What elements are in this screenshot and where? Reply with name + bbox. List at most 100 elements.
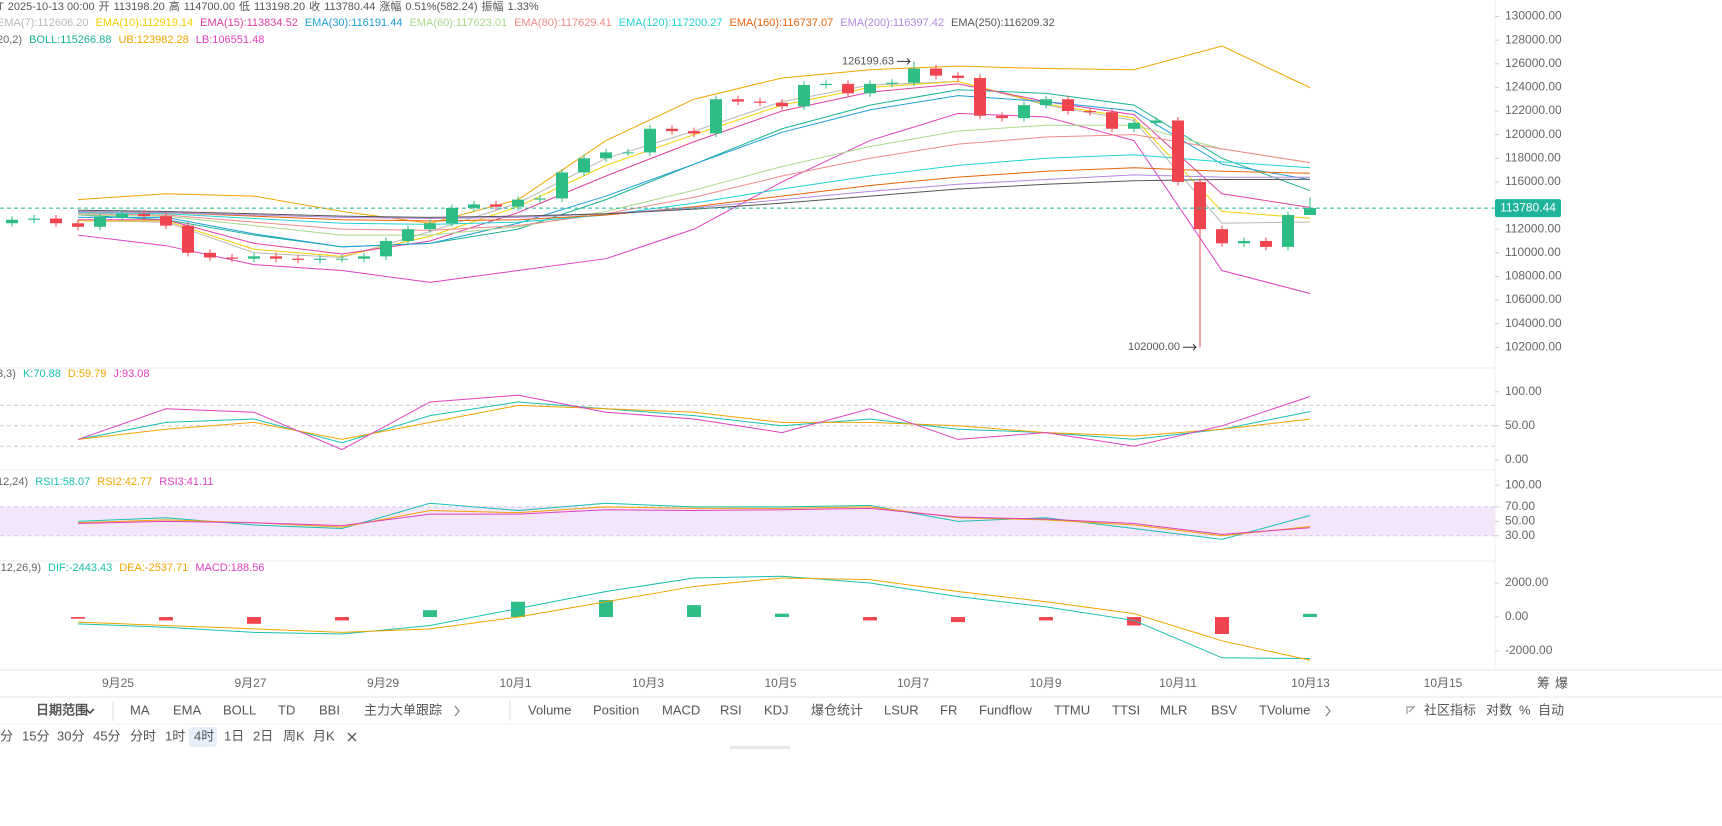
toolbar-item[interactable]: RSI (720, 702, 742, 717)
legend-entry: D:59.79 (68, 368, 107, 380)
side-button[interactable]: 筹 (1537, 675, 1550, 690)
toolbar-item[interactable]: TD (278, 702, 295, 717)
candle-body (1128, 122, 1140, 129)
header-field: 低 (239, 0, 250, 13)
y-tick-label: 112000.00 (1505, 221, 1561, 235)
toolbar-item[interactable]: % (1519, 702, 1531, 717)
toolbar-item[interactable]: 45分 (93, 728, 120, 743)
ema-line (77, 134, 1311, 231)
legend-entry: J:93.08 (113, 368, 149, 380)
selected-interval-bg (189, 727, 217, 747)
y-tick-label: 118000.00 (1505, 150, 1561, 164)
candle-body (424, 223, 436, 230)
macd-bar (71, 617, 85, 619)
toolbar-item[interactable]: EMA (173, 702, 202, 717)
toolbar-item[interactable]: TTMU (1054, 702, 1090, 717)
y-tick-label: 30.00 (1505, 528, 1535, 542)
candle-body (798, 85, 810, 107)
candle-body (666, 128, 678, 132)
candle-body (160, 216, 172, 226)
date-range-button[interactable]: 日期范围 (36, 702, 88, 717)
macd-bar (1215, 617, 1229, 635)
legend-entry: 20,2) (0, 34, 22, 46)
candle-body (952, 75, 964, 78)
toolbar-item[interactable]: 30分 (57, 728, 84, 743)
macd-bar (863, 617, 877, 621)
toolbar-item[interactable]: 主力大单跟踪 (364, 702, 442, 717)
candle-body (974, 77, 986, 116)
x-tick-label: 10月9 (1029, 676, 1061, 690)
indicator-line (77, 401, 1311, 444)
price-annotation: 102000.00 (1128, 341, 1180, 353)
candle-body (578, 158, 590, 173)
x-tick-label: 10月5 (764, 676, 796, 690)
candle-body (1238, 240, 1250, 244)
toolbar-item[interactable]: 对数 (1486, 702, 1512, 717)
indicator-line (77, 507, 1311, 535)
toolbar-item[interactable]: BOLL (223, 702, 256, 717)
toolbar-item[interactable]: KDJ (764, 702, 789, 717)
toolbar-item[interactable]: 月K (313, 728, 335, 743)
toolbar-item[interactable]: 4时 (194, 728, 214, 743)
header-field: 113780.44 (324, 1, 375, 13)
toolbar-item[interactable]: MA (130, 702, 150, 717)
toolbar-item[interactable]: 2日 (253, 728, 273, 743)
toolbar-item[interactable]: BSV (1211, 702, 1237, 717)
y-tick-label: 70.00 (1505, 499, 1535, 513)
header-field: 1.33% (508, 1, 539, 13)
close-icon[interactable] (347, 732, 357, 742)
x-tick-label: 10月13 (1291, 676, 1330, 690)
candle-body (94, 217, 106, 227)
legend-entry: RSI3:41.11 (159, 476, 213, 488)
toolbar-item[interactable]: Fundflow (979, 702, 1032, 717)
toolbar-item[interactable]: Volume (528, 702, 571, 717)
candle-body (842, 83, 854, 94)
toolbar-item[interactable]: MLR (1160, 702, 1187, 717)
candle-body (644, 128, 656, 153)
scroll-right-icon[interactable] (1325, 705, 1331, 717)
toolbar-item[interactable]: MACD (662, 702, 700, 717)
toolbar-item[interactable]: 爆仓统计 (811, 702, 863, 717)
toolbar-item[interactable]: TTSI (1112, 702, 1140, 717)
legend-entry: K:70.88 (23, 368, 61, 380)
toolbar-item[interactable]: 自动 (1538, 702, 1564, 717)
dropdown-icon[interactable] (85, 708, 95, 714)
toolbar-item[interactable]: 15分 (22, 728, 49, 743)
y-tick-label: 124000.00 (1505, 80, 1562, 94)
toolbar-item[interactable]: 社区指标 (1424, 702, 1476, 717)
candle-body (710, 99, 722, 134)
toolbar-item[interactable]: 1日 (224, 728, 244, 743)
header-field: T (0, 1, 4, 13)
indicator-line (77, 502, 1311, 540)
macd-bar (951, 617, 965, 623)
legend-entry: RSI1:58.07 (35, 476, 90, 488)
toolbar-item[interactable]: BBI (319, 702, 340, 717)
header-info: T 2025-10-13 00:00 开 113198.20 高 114700.00 低 11… (0, 0, 539, 13)
toolbar-item[interactable]: LSUR (884, 702, 919, 717)
annotation-arrow (897, 58, 911, 65)
legend: 20,2) BOLL:115266.88 UB:123982.28 LB:106551… (0, 34, 264, 46)
toolbar-item[interactable]: TVolume (1259, 702, 1310, 717)
x-tick-label: 10月11 (1159, 676, 1197, 690)
toolbar-item[interactable]: 分 (0, 728, 13, 743)
scroll-right-icon[interactable] (454, 705, 460, 717)
toolbar-item[interactable]: 周K (283, 728, 305, 743)
current-price-box (1495, 199, 1561, 218)
current-price-label: 113780.44 (1500, 200, 1556, 214)
side-button[interactable]: 爆 (1555, 675, 1568, 690)
y-tick-label: 110000.00 (1505, 245, 1561, 259)
external-icon[interactable] (1406, 705, 1416, 714)
x-tick-label: 10月15 (1424, 676, 1463, 690)
candle-body (776, 102, 788, 107)
band (0, 506, 1495, 536)
toolbar-item[interactable]: 1时 (165, 728, 185, 743)
y-tick-label: 120000.00 (1505, 127, 1562, 141)
toolbar-item[interactable]: FR (940, 702, 957, 717)
toolbar-item[interactable]: Position (593, 702, 639, 717)
legend-entry: BOLL:115266.88 (29, 34, 111, 46)
toolbar-item[interactable]: 分时 (130, 728, 156, 743)
y-tick-label: -2000.00 (1505, 643, 1553, 657)
candle-body (688, 131, 700, 134)
y-tick-label: 50.00 (1505, 514, 1535, 528)
